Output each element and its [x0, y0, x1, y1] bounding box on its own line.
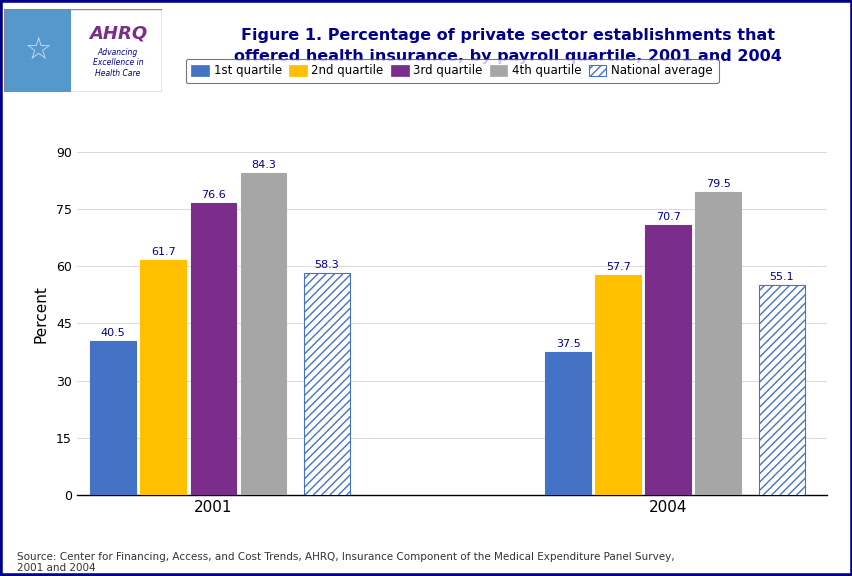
Bar [190, 203, 236, 495]
Text: 76.6: 76.6 [200, 190, 226, 200]
Bar [304, 272, 349, 495]
Text: Advancing
Excellence in
Health Care: Advancing Excellence in Health Care [93, 48, 143, 78]
Text: 37.5: 37.5 [555, 339, 580, 349]
Bar [694, 192, 740, 495]
Bar [90, 340, 135, 495]
Text: 70.7: 70.7 [655, 212, 680, 222]
Bar [595, 275, 640, 495]
Bar [544, 352, 590, 495]
Text: AHRQ: AHRQ [89, 25, 147, 43]
Text: Figure 1. Percentage of private sector establishments that
offered health insura: Figure 1. Percentage of private sector e… [233, 28, 780, 65]
Text: ☆: ☆ [24, 36, 51, 65]
Legend: 1st quartile, 2nd quartile, 3rd quartile, 4th quartile, National average: 1st quartile, 2nd quartile, 3rd quartile… [185, 59, 718, 84]
Bar [141, 260, 186, 495]
Bar [240, 173, 285, 495]
Bar [71, 9, 162, 92]
Bar [4, 9, 71, 92]
Text: Source: Center for Financing, Access, and Cost Trends, AHRQ, Insurance Component: Source: Center for Financing, Access, an… [17, 552, 674, 573]
Text: 40.5: 40.5 [101, 328, 125, 338]
Text: 84.3: 84.3 [250, 160, 275, 170]
Text: 55.1: 55.1 [769, 272, 793, 282]
Text: 57.7: 57.7 [605, 262, 630, 272]
Y-axis label: Percent: Percent [34, 285, 49, 343]
Text: 61.7: 61.7 [151, 247, 176, 257]
Text: 79.5: 79.5 [705, 179, 730, 188]
Bar [758, 285, 803, 495]
Bar [645, 225, 690, 495]
Text: 58.3: 58.3 [314, 260, 339, 270]
